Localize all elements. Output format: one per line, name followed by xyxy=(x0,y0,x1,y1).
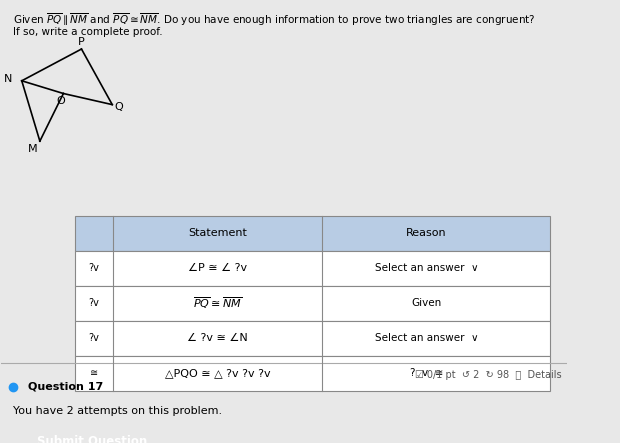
FancyBboxPatch shape xyxy=(75,251,550,286)
Text: Select an answer  ∨: Select an answer ∨ xyxy=(374,263,478,273)
FancyBboxPatch shape xyxy=(75,216,550,251)
Text: △PQO ≅ △ ?v ?v ?v: △PQO ≅ △ ?v ?v ?v xyxy=(165,368,270,378)
Text: O: O xyxy=(56,97,65,106)
Text: You have 2 attempts on this problem.: You have 2 attempts on this problem. xyxy=(12,406,222,416)
Text: Statement: Statement xyxy=(188,228,247,238)
Text: Select an answer  ∨: Select an answer ∨ xyxy=(374,333,478,343)
Text: If so, write a complete proof.: If so, write a complete proof. xyxy=(12,27,162,37)
Text: ?v: ?v xyxy=(89,333,99,343)
Text: ?v: ?v xyxy=(89,263,99,273)
Text: ?  v  ≅: ? v ≅ xyxy=(410,368,443,378)
Text: Reason: Reason xyxy=(406,228,447,238)
Text: ☑ 0/1 pt  ↺ 2  ↻ 98  ⓘ  Details: ☑ 0/1 pt ↺ 2 ↻ 98 ⓘ Details xyxy=(415,370,561,381)
Text: M: M xyxy=(29,144,38,154)
FancyBboxPatch shape xyxy=(75,321,550,356)
Text: Given $\overline{PQ} \parallel \overline{NM}$ and $\overline{PQ} \cong \overline: Given $\overline{PQ} \parallel \overline… xyxy=(12,12,535,28)
Text: $\overline{PQ} \cong \overline{NM}$: $\overline{PQ} \cong \overline{NM}$ xyxy=(193,295,242,311)
Text: ≅: ≅ xyxy=(90,368,98,378)
Text: N: N xyxy=(4,74,12,84)
FancyBboxPatch shape xyxy=(19,425,164,443)
Text: ∠P ≅ ∠ ?v: ∠P ≅ ∠ ?v xyxy=(188,263,247,273)
FancyBboxPatch shape xyxy=(75,356,550,390)
FancyBboxPatch shape xyxy=(75,286,550,321)
Text: P: P xyxy=(78,37,85,47)
Text: Q: Q xyxy=(115,101,123,112)
Text: Submit Question: Submit Question xyxy=(37,435,147,443)
Text: ∠ ?v ≅ ∠N: ∠ ?v ≅ ∠N xyxy=(187,333,248,343)
Text: Given: Given xyxy=(412,298,441,308)
Text: ?v: ?v xyxy=(89,298,99,308)
Text: Question 17: Question 17 xyxy=(28,381,103,392)
